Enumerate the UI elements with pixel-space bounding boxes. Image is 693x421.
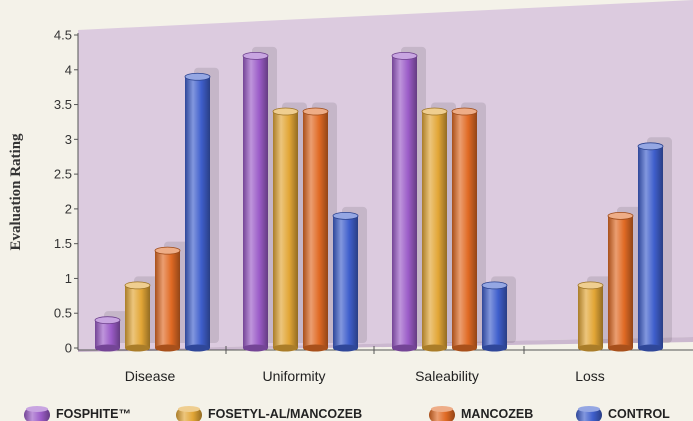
bar-disease-fosetyl-al-mancozeb (124, 276, 159, 352)
x-category-label: Disease (125, 368, 176, 384)
y-tick-label: 3 (65, 132, 72, 147)
x-category-label: Saleability (415, 368, 479, 384)
legend-label: FOSPHITE™ (56, 407, 131, 421)
y-tick-label: 1 (65, 271, 72, 286)
legend-swatch-cap (178, 406, 200, 412)
y-tick-label: 3.5 (54, 97, 72, 112)
y-axis-title: Evaluation Rating (8, 133, 24, 251)
x-category-label: Uniformity (262, 368, 325, 384)
plot-floor (78, 337, 693, 352)
y-tick-label: 0.5 (54, 306, 72, 321)
y-tick-label: 4.5 (54, 28, 72, 43)
legend-item-control: CONTROL (576, 406, 670, 421)
y-tick-label: 2 (65, 201, 72, 216)
plot-background (78, 0, 693, 350)
legend-swatch-cap (578, 406, 600, 412)
legend-label: CONTROL (608, 407, 670, 421)
bar-loss-fosetyl-al-mancozeb (577, 276, 612, 352)
bar-loss-mancozeb (607, 206, 642, 352)
bar-disease-fosphite (94, 311, 129, 352)
bar-saleability-fosetyl-al-mancozeb (421, 102, 456, 352)
legend-swatch-cap (26, 406, 48, 412)
legend-swatch-cap (431, 406, 453, 412)
bar-loss-control (637, 137, 672, 352)
bar-saleability-control (481, 276, 516, 352)
bar-uniformity-control (332, 206, 367, 352)
legend-item-fosphite: FOSPHITE™ (24, 406, 131, 421)
legend-label: MANCOZEB (461, 407, 533, 421)
bar-saleability-fosphite (391, 46, 426, 352)
legend-label: FOSETYL-AL/MANCOZEB (208, 407, 362, 421)
legend-item-fosetyl-al-mancozeb: FOSETYL-AL/MANCOZEB (176, 406, 362, 421)
legend-item-mancozeb: MANCOZEB (429, 406, 533, 421)
x-category-label: Loss (575, 368, 605, 384)
y-tick-label: 0 (65, 341, 72, 356)
y-tick-label: 4 (65, 62, 72, 77)
bar-uniformity-fosphite (242, 46, 277, 352)
bar-disease-mancozeb (154, 241, 189, 352)
bar-uniformity-fosetyl-al-mancozeb (272, 102, 307, 352)
bar-uniformity-mancozeb (302, 102, 337, 352)
bar-saleability-mancozeb (451, 102, 486, 352)
bar-disease-control (184, 67, 219, 352)
y-tick-label: 2.5 (54, 167, 72, 182)
y-tick-label: 1.5 (54, 236, 72, 251)
